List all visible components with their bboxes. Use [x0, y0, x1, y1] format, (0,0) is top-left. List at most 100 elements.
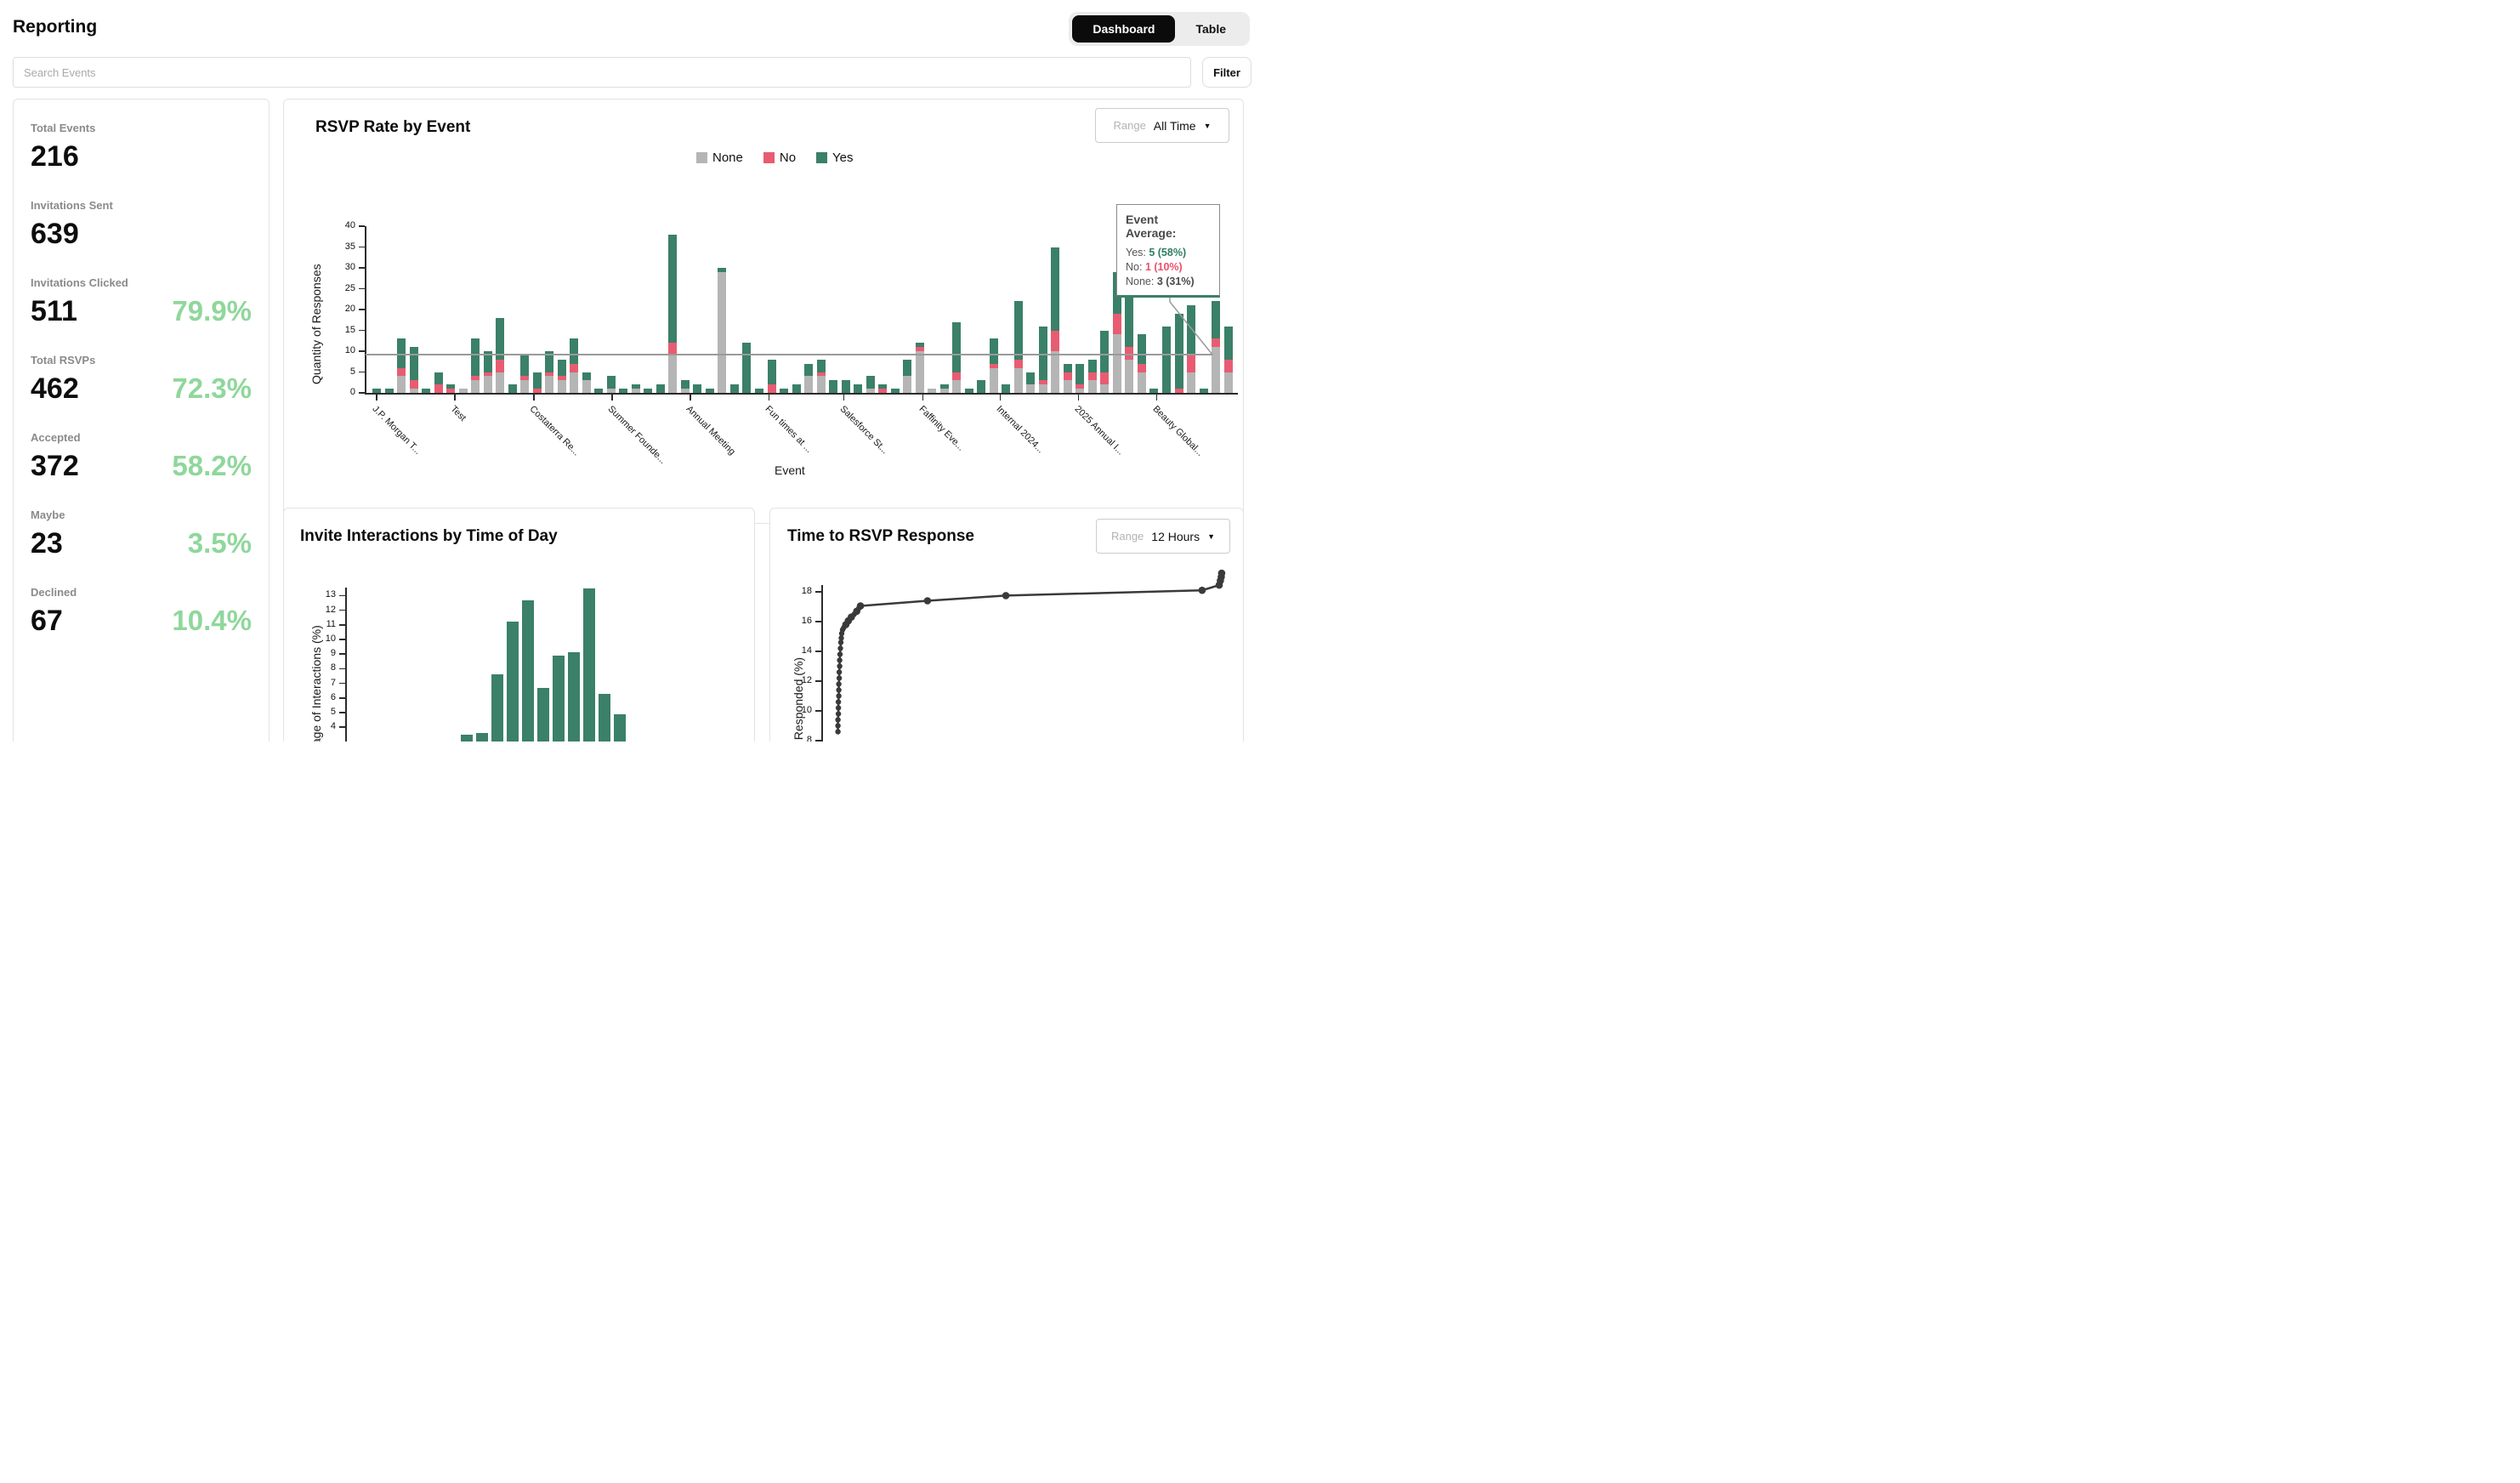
rsvp-bar[interactable] — [816, 359, 826, 393]
rsvp-bar[interactable] — [483, 351, 492, 393]
rsvp-bar[interactable] — [520, 355, 530, 393]
rsvp-bar[interactable] — [606, 376, 616, 393]
invite-bar[interactable] — [522, 599, 534, 742]
rsvp-bar[interactable] — [1212, 301, 1221, 393]
rsvp-bar[interactable] — [754, 389, 763, 393]
rsvp-bar[interactable] — [496, 317, 505, 393]
rsvp-bar[interactable] — [928, 389, 937, 393]
invite-bar[interactable] — [537, 687, 549, 742]
rsvp-bar[interactable] — [1026, 372, 1036, 393]
rsvp-bar[interactable] — [594, 389, 604, 393]
invite-bar[interactable] — [507, 622, 519, 742]
invite-bar[interactable] — [599, 693, 610, 742]
filter-button[interactable]: Filter — [1202, 57, 1251, 88]
rsvp-bar[interactable] — [705, 389, 714, 393]
rsvp-bar[interactable] — [854, 384, 863, 393]
rsvp-bar[interactable] — [989, 338, 998, 393]
rsvp-bar[interactable] — [570, 338, 579, 393]
invite-bar[interactable] — [614, 713, 626, 742]
rsvp-bar[interactable] — [1013, 301, 1023, 393]
rsvp-bar[interactable] — [557, 359, 566, 393]
invite-bar[interactable] — [476, 733, 488, 742]
rsvp-bar[interactable] — [409, 347, 418, 393]
rsvp-bar[interactable] — [767, 359, 776, 393]
rsvp-bar[interactable] — [1100, 330, 1110, 393]
rsvp-bar[interactable] — [458, 389, 468, 393]
rsvp-bar[interactable] — [841, 380, 850, 393]
rsvp-range-dropdown[interactable]: Range All Time ▼ — [1095, 108, 1229, 143]
bar-segment-no — [570, 363, 579, 372]
rsvp-bar[interactable] — [1002, 384, 1011, 393]
rsvp-bar[interactable] — [619, 389, 628, 393]
stat-value: 511 — [31, 295, 77, 327]
tooltip-row-none: None: 3 (31%) — [1126, 275, 1195, 287]
rsvp-bar[interactable] — [890, 389, 900, 393]
rsvp-bar[interactable] — [1149, 389, 1159, 393]
bar-segment-none — [631, 389, 640, 393]
rsvp-bar[interactable] — [656, 384, 665, 393]
y-tick-label: 16 — [801, 616, 812, 626]
rsvp-bar[interactable] — [1125, 297, 1134, 393]
rsvp-bar[interactable] — [792, 384, 801, 393]
rsvp-bar[interactable] — [952, 321, 962, 393]
rsvp-bar[interactable] — [631, 384, 640, 393]
invite-bar[interactable] — [461, 734, 473, 742]
rsvp-bar[interactable] — [582, 372, 591, 393]
rsvp-bar[interactable] — [1038, 326, 1047, 393]
y-tick-label: 9 — [330, 648, 336, 659]
bar-segment-none — [606, 389, 616, 393]
rsvp-bar[interactable] — [742, 343, 752, 393]
rsvp-bar[interactable] — [829, 380, 838, 393]
rsvp-bar[interactable] — [434, 372, 443, 393]
rsvp-bar[interactable] — [1137, 334, 1146, 393]
bar-segment-none — [471, 380, 480, 393]
rsvp-bar[interactable] — [878, 384, 888, 393]
rsvp-bar[interactable] — [668, 234, 678, 393]
rsvp-bar[interactable] — [903, 359, 912, 393]
rsvp-bar[interactable] — [1063, 363, 1072, 393]
rsvp-bar[interactable] — [780, 389, 789, 393]
x-tick-label: Fun times at ... — [763, 404, 814, 455]
rsvp-bar[interactable] — [471, 338, 480, 393]
rsvp-bar[interactable] — [804, 363, 814, 393]
rsvp-bar[interactable] — [446, 384, 456, 393]
search-input[interactable] — [13, 57, 1191, 88]
rsvp-bar[interactable] — [964, 389, 973, 393]
range-label: Range — [1110, 530, 1144, 543]
invite-bar[interactable] — [553, 655, 565, 742]
rsvp-bar[interactable] — [977, 380, 986, 393]
rsvp-bar[interactable] — [372, 389, 381, 393]
tab-dashboard[interactable]: Dashboard — [1072, 15, 1176, 43]
bar-segment-none — [1026, 384, 1036, 393]
rsvp-bar[interactable] — [1076, 363, 1085, 393]
rsvp-bar[interactable] — [729, 384, 739, 393]
rsvp-bar[interactable] — [866, 376, 875, 393]
rsvp-bar[interactable] — [1223, 326, 1233, 393]
rsvp-bar[interactable] — [1087, 359, 1097, 393]
rsvp-bar[interactable] — [693, 384, 702, 393]
rsvp-bar[interactable] — [718, 268, 727, 393]
rsvp-bar[interactable] — [1187, 305, 1196, 393]
rsvp-bar[interactable] — [1051, 247, 1060, 393]
rsvp-bar[interactable] — [397, 338, 406, 393]
bar-segment-none — [1100, 384, 1110, 393]
invite-bar[interactable] — [583, 588, 595, 742]
rsvp-bars[interactable] — [372, 226, 1233, 393]
bar-segment-no — [1112, 313, 1121, 335]
rsvp-bar[interactable] — [680, 380, 690, 393]
rsvp-bar[interactable] — [939, 384, 949, 393]
rsvp-bar[interactable] — [422, 389, 431, 393]
rsvp-bar[interactable] — [1162, 326, 1171, 393]
time-range-dropdown[interactable]: Range 12 Hours ▼ — [1096, 519, 1230, 554]
tab-table[interactable]: Table — [1175, 15, 1246, 43]
rsvp-bar[interactable] — [1199, 389, 1208, 393]
rsvp-bar[interactable] — [532, 372, 542, 393]
average-line — [366, 354, 1212, 355]
invite-bar[interactable] — [568, 652, 580, 742]
rsvp-bar[interactable] — [915, 343, 924, 393]
invite-bar[interactable] — [491, 674, 503, 742]
rsvp-bar[interactable] — [508, 384, 517, 393]
rsvp-bar[interactable] — [545, 351, 554, 393]
rsvp-bar[interactable] — [644, 389, 653, 393]
rsvp-bar[interactable] — [384, 389, 394, 393]
